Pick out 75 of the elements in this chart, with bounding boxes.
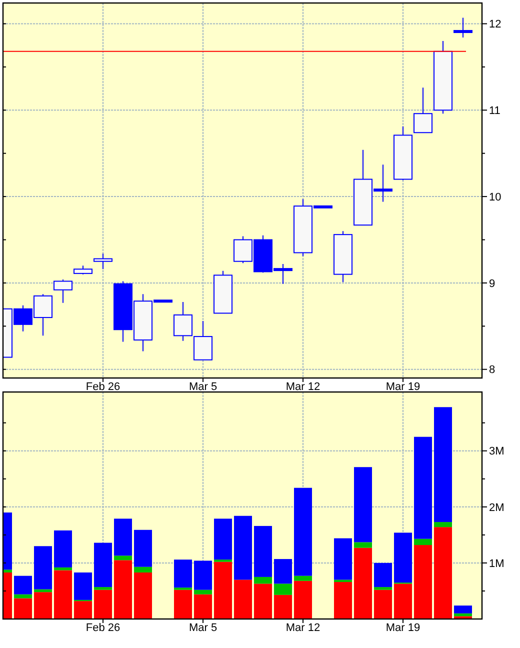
y-tick-label: 2M: [489, 502, 504, 514]
bar: [114, 556, 132, 560]
y-tick-label: 12: [489, 18, 502, 31]
bar: [434, 522, 452, 528]
bar: [94, 587, 112, 590]
bar: [74, 572, 92, 600]
bar: [74, 601, 92, 619]
bar: [414, 538, 432, 546]
y-tick-label: 3M: [489, 446, 504, 458]
bar: [254, 584, 272, 619]
bar: [434, 527, 452, 619]
bar: [114, 518, 132, 556]
x-tick-label: Mar 12: [286, 381, 320, 393]
bar: [354, 542, 372, 548]
bar: [54, 530, 72, 568]
bar: [14, 594, 32, 598]
bar: [54, 570, 72, 619]
bar: [174, 560, 192, 588]
bar: [394, 532, 412, 583]
x-tick-label: Mar 5: [188, 622, 218, 634]
y-tick-label: 10: [489, 191, 502, 204]
candlestick: [94, 253, 112, 270]
bar: [274, 584, 292, 595]
x-tick-label: Feb 26: [86, 622, 120, 634]
candlestick: [54, 279, 72, 304]
bar: [214, 518, 232, 560]
bar: [334, 538, 352, 580]
bar: [214, 562, 232, 619]
bar: [94, 542, 112, 588]
bar: [254, 526, 272, 577]
bar: [294, 580, 312, 619]
bar: [294, 488, 312, 576]
y-tick-label: 1M: [489, 558, 504, 570]
bar: [454, 606, 472, 614]
bar: [34, 546, 52, 590]
bar: [134, 566, 152, 572]
bar: [194, 560, 212, 590]
bar: [374, 562, 392, 588]
candlestick: [414, 87, 432, 134]
bar: [234, 580, 252, 619]
bar: [374, 590, 392, 619]
bar: [94, 590, 112, 619]
bar: [174, 590, 192, 619]
bar: [114, 560, 132, 619]
y-tick-label: 8: [489, 364, 496, 376]
candlestick: [454, 17, 472, 38]
bar: [34, 592, 52, 619]
bar: [134, 530, 152, 567]
x-tick-label: Feb 26: [86, 381, 120, 393]
bar: [194, 594, 212, 619]
bar: [434, 407, 452, 522]
y-tick-label: 11: [489, 104, 500, 117]
bar: [274, 594, 292, 619]
x-tick-label: Mar 12: [286, 622, 320, 634]
bar: [14, 598, 32, 619]
x-tick-label: Mar 19: [386, 622, 420, 634]
bar: [354, 467, 372, 542]
bar: [354, 548, 372, 619]
x-tick-label: Mar 19: [386, 381, 420, 393]
bar: [414, 436, 432, 539]
candlestick: [174, 301, 192, 342]
candlestick: [194, 320, 212, 360]
bar: [294, 576, 312, 581]
bar: [254, 576, 272, 584]
bar: [234, 516, 252, 580]
bar: [134, 572, 152, 619]
bar: [374, 587, 392, 590]
bar: [414, 545, 432, 619]
bar: [274, 559, 292, 584]
y-tick-label: 9: [489, 278, 496, 290]
bar: [14, 576, 32, 594]
bar: [334, 582, 352, 619]
x-tick-label: Mar 5: [188, 381, 218, 393]
bar: [394, 584, 412, 619]
bar: [194, 590, 212, 594]
